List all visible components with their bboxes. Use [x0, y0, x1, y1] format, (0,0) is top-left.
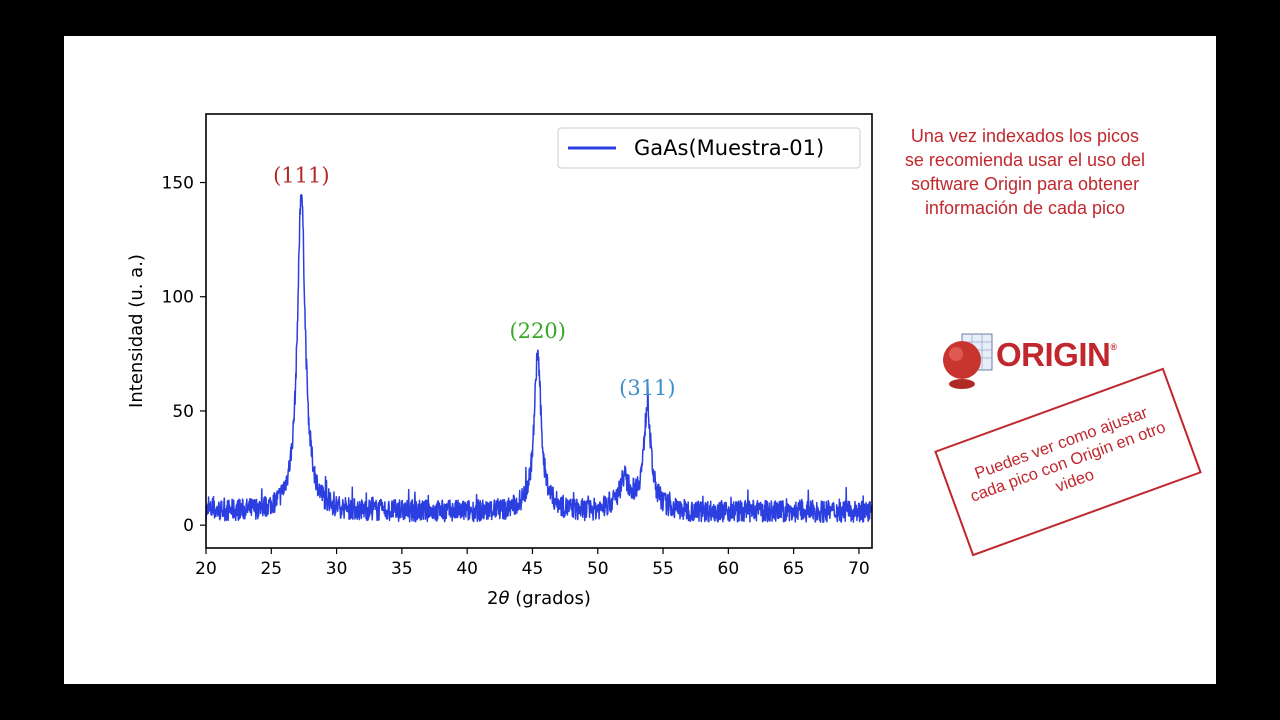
x-tick-label: 55	[652, 559, 674, 579]
y-tick-label: 50	[172, 402, 194, 422]
y-axis-label: Intensidad (u. a.)	[126, 254, 147, 408]
series-line-gaas	[205, 193, 873, 523]
peak-label: (111)	[273, 164, 329, 188]
x-tick-label: 35	[391, 559, 413, 579]
origin-logo: ORIGIN®	[940, 332, 1125, 392]
x-tick-label: 30	[326, 559, 348, 579]
x-tick-label: 60	[718, 559, 740, 579]
x-axis-label: 2θ (grados)	[487, 588, 591, 609]
slide: 20 25 30 35 40 45 50 55 60 65 70 0 50 100 150 2θ (grado…	[64, 36, 1216, 684]
note-text: Una vez indexados los picos se recomiend…	[904, 126, 1146, 218]
legend: GaAs(Muestra-01)	[557, 127, 861, 169]
origin-logo-text: ORIGIN®	[996, 336, 1117, 373]
legend-label: GaAs(Muestra-01)	[634, 136, 824, 160]
origin-logo-icon	[943, 333, 993, 389]
stamp-text: Puedes ver como ajustar cada pico con Or…	[967, 403, 1169, 506]
x-tick-label: 65	[783, 559, 805, 579]
x-tick-label: 70	[848, 559, 870, 579]
y-tick-label: 100	[162, 288, 194, 308]
x-tick-label: 50	[587, 559, 609, 579]
peak-label: (311)	[619, 376, 675, 400]
x-tick-label: 20	[195, 559, 217, 579]
x-tick-label: 45	[522, 559, 544, 579]
y-tick-label: 0	[183, 516, 194, 536]
x-tick-label: 40	[456, 559, 478, 579]
peak-label: (220)	[509, 319, 565, 343]
y-tick-label: 150	[162, 174, 194, 194]
plot-area: 20 25 30 35 40 45 50 55 60 65 70 0 50 100 150 2θ (grado…	[126, 113, 873, 609]
plot-frame	[205, 113, 873, 549]
stamp: Puedes ver como ajustar cada pico con Or…	[934, 367, 1202, 557]
x-tick-label: 25	[260, 559, 282, 579]
legend-box	[557, 127, 861, 169]
xrd-chart: 20 25 30 35 40 45 50 55 60 65 70 0 50 100 150 2θ (grado…	[126, 113, 873, 609]
